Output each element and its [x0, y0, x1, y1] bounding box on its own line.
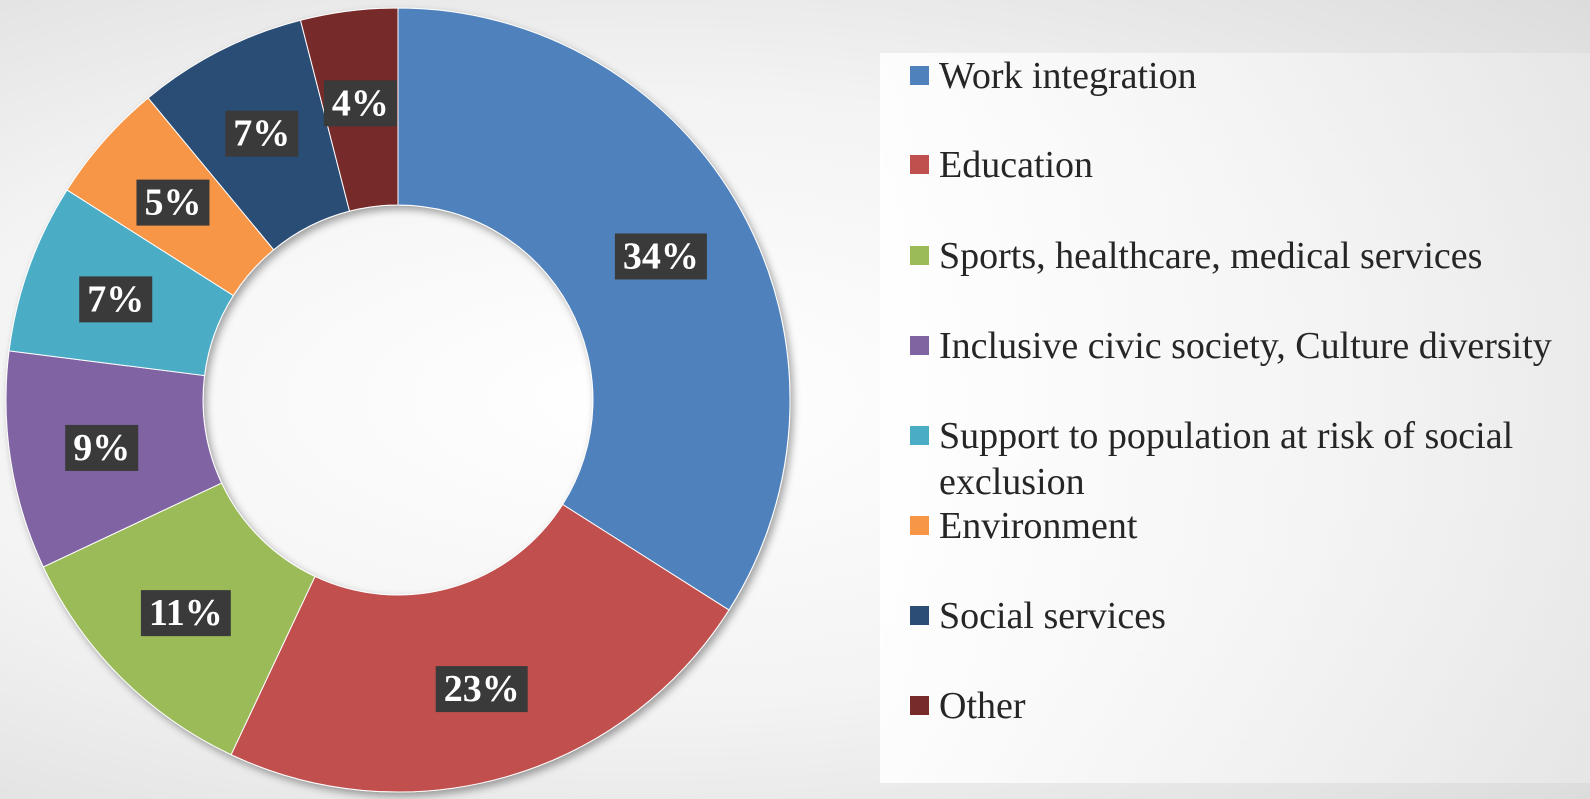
slice-label-0: 34% [623, 235, 699, 277]
slice-label-box-0 [614, 233, 707, 280]
slice-labels: 34% 23% 11% 9% 7% 5% 7% 4% [65, 80, 707, 713]
legend-label-0: Work integration [939, 55, 1197, 97]
slice-label-4: 7% [87, 278, 144, 320]
legend-label-2: Sports, healthcare, medical services [939, 235, 1483, 277]
legend-swatch-4 [910, 426, 929, 445]
legend-swatch-0 [910, 66, 929, 85]
legend-swatch-7 [910, 696, 929, 715]
slice-label-6: 7% [233, 113, 290, 155]
legend-label-7: Other [939, 685, 1026, 727]
legend-swatch-2 [910, 246, 929, 265]
chart-legend: Work integration Education Sports, healthc… [880, 53, 1590, 783]
slice-label-7: 4% [332, 82, 389, 124]
slice-label-2: 11% [149, 592, 223, 634]
slice-label-1: 23% [444, 668, 520, 710]
slice-label-box-5 [136, 179, 210, 226]
legend-swatch-3 [910, 336, 929, 355]
donut-slices [5, 7, 791, 793]
slice-0 [397, 7, 791, 611]
legend-swatch-1 [910, 155, 929, 174]
legend-label-5: Environment [939, 505, 1138, 547]
legend-swatch-5 [910, 516, 929, 535]
slice-label-box-1 [435, 666, 528, 713]
legend-label-1: Education [939, 144, 1094, 186]
slice-label-box-3 [65, 424, 139, 471]
slice-label-box-6 [225, 110, 299, 157]
slice-label-box-4 [79, 276, 153, 323]
slice-1 [230, 503, 730, 793]
slice-label-3: 9% [73, 427, 130, 469]
legend-label-6: Social services [939, 595, 1166, 637]
slice-label-5: 5% [144, 182, 201, 224]
slice-label-box-7 [323, 80, 397, 127]
legend-label-3: Inclusive civic society, Culture diversi… [939, 325, 1552, 367]
slice-label-box-2 [140, 590, 231, 637]
legend-swatch-6 [910, 606, 929, 625]
legend-label-4: Support to population at risk of social … [939, 415, 1514, 503]
donut-chart: 34% 23% 11% 9% 7% 5% 7% 4% [5, 7, 791, 793]
